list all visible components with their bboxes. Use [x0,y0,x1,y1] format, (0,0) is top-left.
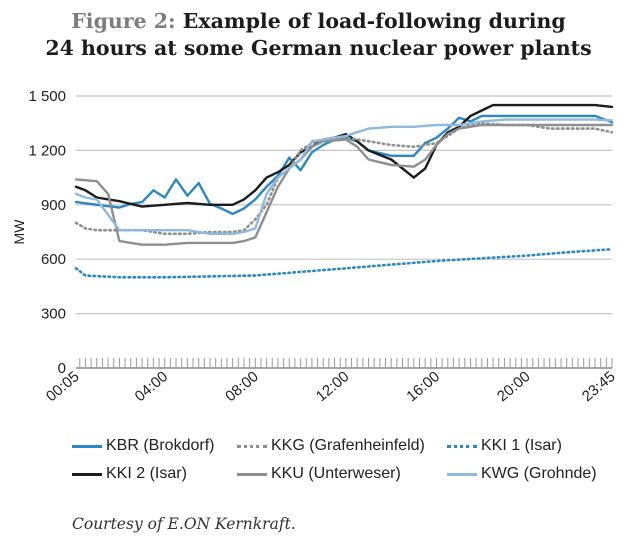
legend-label-kkg: KKG (Grafenheinfeld) [271,437,425,454]
figure-label: Figure 2: [71,9,176,33]
legend-swatch-kbr [72,444,102,448]
legend-item-kku: KKU (Unterweser) [237,464,401,484]
credit-text: Courtesy of E.ON Kernkraft. [72,515,296,533]
legend-item-kkg: KKG (Grafenheinfeld) [237,436,425,456]
y-tick-label-900: 900 [41,197,66,214]
legend-swatch-kki1 [447,444,477,448]
series-line-0 [74,114,614,216]
legend-item-kki1: KKI 1 (Isar) [447,436,562,456]
y-tick-label-1200: 1 200 [28,142,66,159]
legend-item-kki2: KKI 2 (Isar) [72,464,187,484]
legend-label-kki1: KKI 1 (Isar) [481,437,562,454]
legend-label-kki2: KKI 2 (Isar) [106,465,187,482]
legend-swatch-kkg [237,444,267,448]
legend-item-kbr: KBR (Brokdorf) [72,436,214,456]
y-axis-label: MW [11,219,27,245]
y-tick-label-1500: 1 500 [28,88,66,105]
title-line-2: 24 hours at some German nuclear power pl… [45,36,592,60]
x-tick-label-2: 08:00 [222,368,262,405]
legend-swatch-kki2 [72,472,102,476]
y-tick-label-600: 600 [41,251,66,268]
legend-label-kku: KKU (Unterweser) [271,465,401,482]
series-line-3 [74,123,614,246]
chart-title: Figure 2: Example of load-following duri… [0,8,637,62]
series-line-5 [74,118,614,236]
x-tick-label-6: 23:45 [579,368,619,405]
legend-swatch-kku [237,472,267,476]
legend-label-kbr: KBR (Brokdorf) [106,437,215,454]
x-tick-label-5: 20:00 [494,368,534,405]
series-line-4 [74,247,614,279]
legend-label-kwg: KWG (Grohnde) [481,465,597,482]
x-tick-label-3: 12:00 [313,368,353,405]
y-tick-label-300: 300 [41,306,66,323]
x-tick-label-1: 04:00 [132,368,172,405]
title-text-1: Example of load-following during [182,9,566,33]
legend-swatch-kwg [447,472,477,476]
x-tick-label-4: 16:00 [403,368,443,405]
legend-item-kwg: KWG (Grohnde) [447,464,597,484]
title-line-1: Figure 2: Example of load-following duri… [0,8,637,35]
series-line-1 [74,103,614,208]
y-tick-label-0: 0 [58,360,66,377]
